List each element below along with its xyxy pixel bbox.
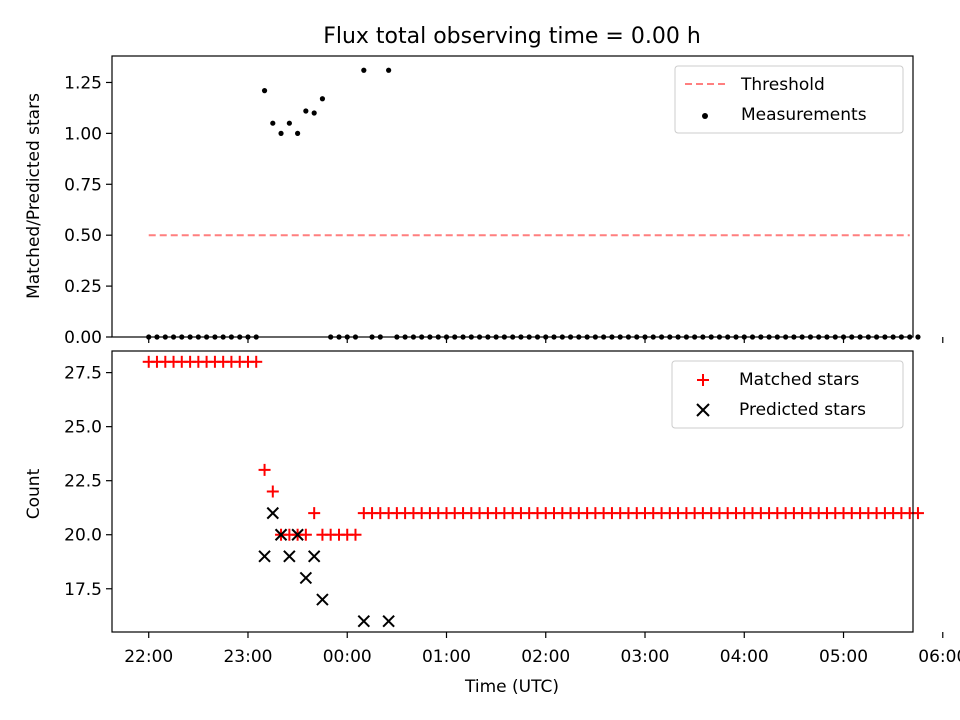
measurement-point <box>386 67 392 73</box>
x-tick-label: 02:00 <box>521 647 570 667</box>
measurement-point <box>361 67 367 73</box>
y-tick-label: 25.0 <box>64 418 102 438</box>
x-tick-label: 04:00 <box>720 647 769 667</box>
bottom-plot: 17.5 20.0 22.5 25.0 27.5 22:00 23:00 00:00 01:0… <box>24 350 960 697</box>
predicted-star-point <box>266 506 280 520</box>
measurements-legend-swatch <box>702 113 708 119</box>
x-tick-label: 03:00 <box>621 647 670 667</box>
y-tick-label: 0.00 <box>64 328 102 348</box>
y-tick-label: 0.25 <box>64 277 102 297</box>
x-tick-label: 22:00 <box>124 647 173 667</box>
predicted-legend-swatch <box>696 403 710 417</box>
x-tick-label: 05:00 <box>819 647 868 667</box>
predicted-star-point <box>258 550 271 563</box>
y-tick-label: 0.50 <box>64 226 102 246</box>
top-plot-y-ticks: 0.00 0.25 0.50 0.75 1.00 1.25 <box>64 73 112 348</box>
x-tick-label: 06:00 <box>918 647 960 667</box>
x-tick-label: 01:00 <box>422 647 471 667</box>
predicted-star-point <box>291 528 304 541</box>
predicted-star-point <box>316 593 329 606</box>
y-tick-label: 27.5 <box>64 364 102 384</box>
matched-legend-label: Matched stars <box>739 370 859 390</box>
top-plot-x-ticks <box>148 337 944 343</box>
y-tick-label: 17.5 <box>64 580 102 600</box>
measurement-point <box>311 110 317 116</box>
chart-title: Flux total observing time = 0.00 h <box>323 24 701 49</box>
bottom-plot-frame <box>111 350 914 633</box>
bottom-plot-x-ticks: 22:00 23:00 00:00 01:00 02:00 03:00 04:00 05:00… <box>124 632 960 667</box>
bottom-legend: Matched stars Predicted stars <box>671 360 904 429</box>
predicted-star-point <box>283 550 296 563</box>
matched-star-point <box>258 463 271 476</box>
bottom-plot-x-label: Time (UTC) <box>464 677 559 697</box>
matched-star-point <box>266 485 279 498</box>
x-tick-label: 23:00 <box>223 647 272 667</box>
measurement-point <box>295 130 301 136</box>
y-tick-label: 1.25 <box>64 73 102 93</box>
bottom-plot-y-ticks: 17.5 20.0 22.5 25.0 27.5 <box>64 364 112 600</box>
predicted-star-point <box>357 614 371 628</box>
predicted-legend-label: Predicted stars <box>739 400 866 420</box>
measurement-point <box>915 334 921 340</box>
predicted-star-point <box>299 571 313 585</box>
bottom-plot-y-label: Count <box>24 468 44 519</box>
matched-star-point <box>349 528 362 541</box>
predicted-star-point <box>274 528 288 541</box>
measurement-point <box>261 88 268 94</box>
matched-legend-swatch <box>697 374 709 386</box>
threshold-legend-label: Threshold <box>740 75 825 95</box>
measurement-point <box>319 96 326 102</box>
y-tick-label: 0.75 <box>64 175 102 195</box>
matched-star-point <box>299 528 312 541</box>
top-legend: Threshold Measurements <box>674 65 904 134</box>
matched-star-point <box>250 355 263 368</box>
measurements-legend-label: Measurements <box>741 105 867 125</box>
top-plot: 0.00 0.25 0.50 0.75 1.00 1.25 Matched/Predict… <box>24 55 944 348</box>
top-legend-box <box>674 65 904 134</box>
measurement-point <box>286 120 292 126</box>
bottom-plot-marks <box>142 355 924 628</box>
matched-star-point <box>911 507 924 520</box>
predicted-star-point <box>382 614 395 628</box>
matched-star-point <box>308 507 321 520</box>
top-plot-y-label: Matched/Predicted stars <box>24 93 44 299</box>
measurement-point <box>278 130 284 136</box>
y-tick-label: 22.5 <box>64 472 102 492</box>
top-plot-frame <box>111 55 914 338</box>
y-tick-label: 1.00 <box>64 124 102 144</box>
y-tick-label: 20.0 <box>64 526 102 546</box>
predicted-star-point <box>307 550 321 563</box>
bottom-legend-box <box>671 360 904 429</box>
x-tick-label: 00:00 <box>323 647 372 667</box>
measurement-point <box>270 120 276 126</box>
measurement-point <box>303 108 309 114</box>
